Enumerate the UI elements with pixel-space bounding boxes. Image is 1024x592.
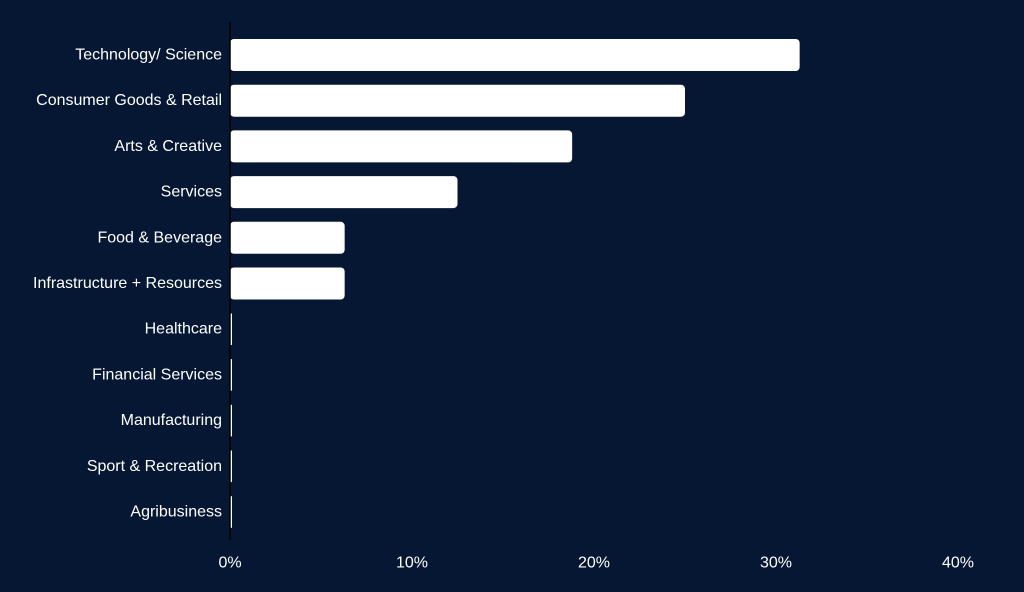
bar-technology-science xyxy=(230,39,800,71)
bar-food-beverage xyxy=(230,221,345,254)
category-label-financial-services: Financial Services xyxy=(92,366,222,383)
category-labels-group: Technology/ Science Consumer Goods & Reta… xyxy=(33,47,222,521)
bar-infrastructure-resources xyxy=(230,267,345,300)
category-label-manufacturing: Manufacturing xyxy=(121,412,222,429)
category-label-arts-creative: Arts & Creative xyxy=(114,138,222,155)
category-label-healthcare: Healthcare xyxy=(145,321,222,338)
category-label-infrastructure-resources: Infrastructure + Resources xyxy=(33,275,222,292)
bars-group xyxy=(230,39,800,528)
category-label-technology-science: Technology/ Science xyxy=(75,47,222,64)
category-label-sport-recreation: Sport & Recreation xyxy=(87,458,222,475)
x-tick-labels-group: 0% 10% 20% 30% 40% xyxy=(218,555,974,572)
bar-arts-creative xyxy=(230,130,573,163)
x-tick-label: 0% xyxy=(218,555,241,572)
x-tick-label: 30% xyxy=(760,555,792,572)
bar-services xyxy=(230,176,458,209)
category-label-food-beverage: Food & Beverage xyxy=(97,229,222,246)
category-label-services: Services xyxy=(161,184,222,201)
x-tick-label: 20% xyxy=(578,555,610,572)
category-label-agribusiness: Agribusiness xyxy=(130,504,222,521)
x-tick-label: 10% xyxy=(396,555,428,572)
bar-consumer-goods-retail xyxy=(230,84,685,117)
category-label-consumer-goods-retail: Consumer Goods & Retail xyxy=(36,92,222,109)
x-tick-label: 40% xyxy=(942,555,974,572)
